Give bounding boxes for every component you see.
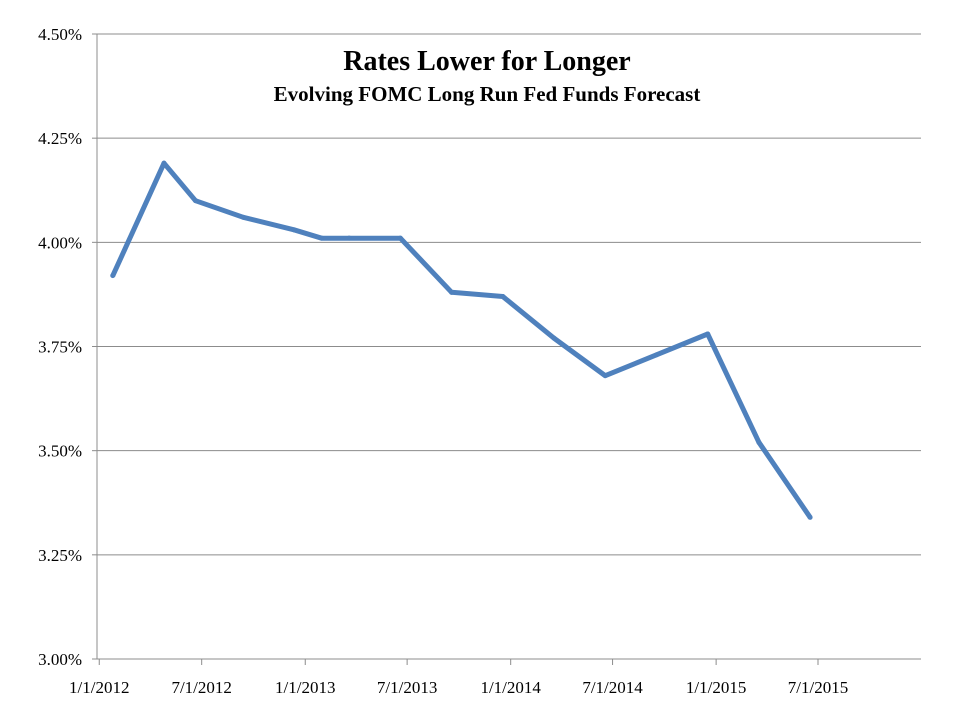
y-tick-label: 4.50% bbox=[38, 25, 82, 44]
data-point bbox=[551, 335, 557, 341]
y-tick-label: 4.00% bbox=[38, 233, 82, 252]
y-tick-label: 3.00% bbox=[38, 650, 82, 669]
data-point bbox=[110, 273, 116, 279]
y-tick-label: 3.25% bbox=[38, 546, 82, 565]
chart-title: Rates Lower for Longer bbox=[343, 46, 630, 77]
data-point bbox=[756, 439, 762, 445]
data-point bbox=[397, 235, 403, 241]
x-tick-label: 7/1/2015 bbox=[788, 678, 848, 697]
data-point bbox=[500, 294, 506, 299]
data-point bbox=[319, 235, 325, 241]
y-tick-label: 4.25% bbox=[38, 129, 82, 148]
x-tick-labels: 1/1/2012 7/1/2012 1/1/2013 7/1/2013 1/1/2014… bbox=[69, 659, 848, 697]
x-tick-label: 1/1/2012 bbox=[69, 678, 129, 697]
gridlines bbox=[92, 33, 921, 660]
data-point bbox=[192, 198, 198, 204]
x-tick-label: 7/1/2014 bbox=[582, 678, 643, 697]
y-tick-labels: 3.00% 3.25% 3.50% 3.75% 4.00% 4.25% 4.50% bbox=[38, 25, 82, 669]
y-tick-label: 3.75% bbox=[38, 338, 82, 357]
y-tick-label: 3.50% bbox=[38, 442, 82, 461]
x-tick-label: 7/1/2012 bbox=[171, 678, 231, 697]
x-tick-label: 1/1/2015 bbox=[686, 678, 746, 697]
data-point bbox=[161, 160, 167, 166]
axes bbox=[96, 34, 921, 660]
x-tick-label: 1/1/2013 bbox=[275, 678, 335, 697]
x-tick-label: 7/1/2013 bbox=[377, 678, 437, 697]
data-point bbox=[602, 373, 608, 379]
data-point bbox=[346, 235, 352, 241]
series-line bbox=[110, 160, 813, 519]
data-point bbox=[705, 331, 711, 337]
data-point bbox=[807, 514, 813, 520]
series-layer bbox=[110, 160, 813, 520]
data-point bbox=[653, 352, 659, 358]
data-point bbox=[291, 227, 297, 233]
data-point bbox=[240, 214, 246, 220]
data-point bbox=[449, 289, 455, 295]
x-tick-label: 1/1/2014 bbox=[480, 678, 541, 697]
chart-subtitle: Evolving FOMC Long Run Fed Funds Forecas… bbox=[274, 82, 701, 106]
